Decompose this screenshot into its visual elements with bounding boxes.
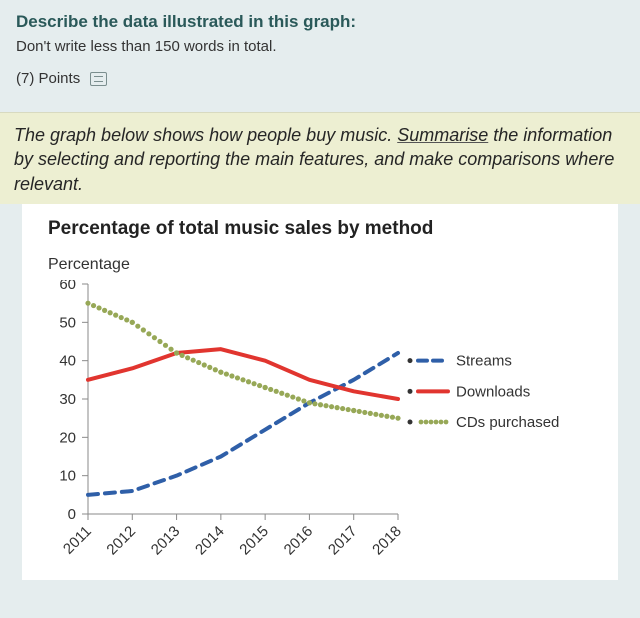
points-text: (7) Points <box>16 70 80 87</box>
question-points: (7) Points <box>16 70 624 87</box>
svg-text:10: 10 <box>59 468 76 485</box>
task-text-pre: The graph below shows how people buy mus… <box>14 125 397 145</box>
svg-text:20: 20 <box>59 429 76 446</box>
svg-text:2014: 2014 <box>192 523 228 559</box>
page-root: { "question": { "title": "Describe the d… <box>0 0 640 618</box>
line-chart: 0102030405060201120122013201420152016201… <box>48 280 608 580</box>
svg-text:CDs purchased: CDs purchased <box>456 414 559 431</box>
svg-text:Downloads: Downloads <box>456 383 530 400</box>
svg-text:2012: 2012 <box>103 523 139 559</box>
chart-container: Percentage of total music sales by metho… <box>22 204 618 580</box>
svg-text:2011: 2011 <box>60 523 95 558</box>
task-prompt: The graph below shows how people buy mus… <box>0 112 640 204</box>
svg-text:40: 40 <box>59 353 76 370</box>
question-subtitle: Don't write less than 150 words in total… <box>16 38 624 55</box>
annotation-icon[interactable] <box>90 72 107 86</box>
svg-text:2015: 2015 <box>236 523 272 559</box>
svg-text:2013: 2013 <box>148 523 184 559</box>
question-block: Describe the data illustrated in this gr… <box>0 0 640 112</box>
svg-text:0: 0 <box>68 506 76 523</box>
svg-text:2016: 2016 <box>281 523 317 559</box>
y-axis-label: Percentage <box>48 256 608 274</box>
svg-text:50: 50 <box>59 314 76 331</box>
svg-text:60: 60 <box>59 280 76 293</box>
svg-text:2017: 2017 <box>325 523 361 559</box>
chart-title: Percentage of total music sales by metho… <box>48 218 608 240</box>
svg-text:30: 30 <box>59 391 76 408</box>
task-text-underlined: Summarise <box>397 125 488 145</box>
svg-text:2018: 2018 <box>369 523 405 559</box>
svg-text:Streams: Streams <box>456 353 512 370</box>
question-title: Describe the data illustrated in this gr… <box>16 12 624 32</box>
